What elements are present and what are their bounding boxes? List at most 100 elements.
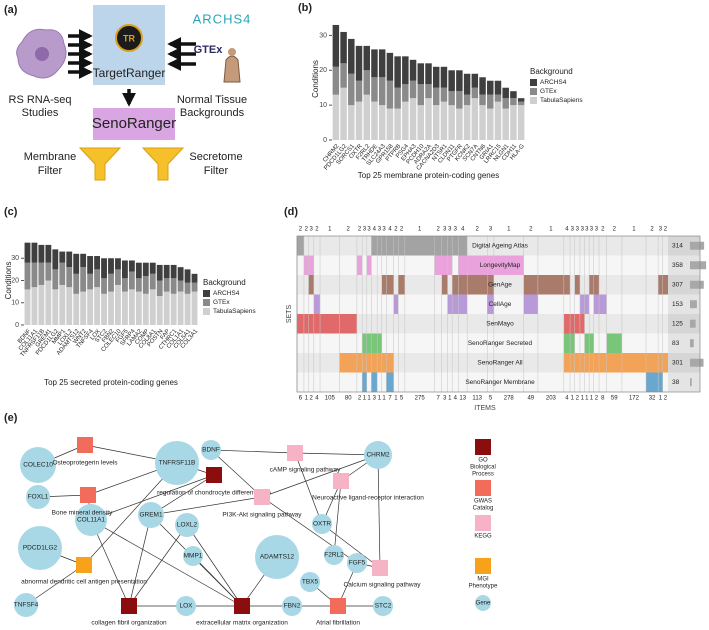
bar-segment [184, 293, 191, 325]
size-cell [668, 353, 700, 373]
y-axis-label: SETS [286, 305, 293, 324]
degree-label: 3 [382, 227, 386, 233]
membership-cell [579, 294, 585, 314]
bar-segment [517, 98, 525, 102]
membership-cell [452, 236, 459, 256]
y-tick-label: 20 [11, 277, 19, 284]
y-axis-label: Conditions [311, 60, 320, 98]
degree-label: 3 [595, 227, 599, 233]
y-tick-label: 20 [319, 67, 327, 74]
membership-cell [537, 275, 564, 295]
node-label: Neuroactive ligand-receptor interaction [312, 495, 424, 502]
membership-cell [441, 236, 448, 256]
items-label: 2 [310, 396, 314, 402]
node-label: ADAMTS12 [260, 554, 295, 561]
term-node [330, 598, 346, 614]
bar-segment [31, 262, 38, 288]
legend-label: Phenotype [469, 584, 498, 590]
membership-cell [377, 333, 382, 353]
membership-cell [570, 333, 575, 353]
bar-segment [149, 262, 156, 274]
membership-cell [366, 255, 372, 275]
degree-label: 2 [299, 227, 303, 233]
membership-cell [404, 236, 435, 256]
set-name: SenoRanger Secreted [468, 340, 533, 347]
set-name: Digital Ageing Atlas [472, 242, 528, 249]
bar-segment [363, 70, 370, 95]
logo-text: TR [123, 33, 135, 43]
bar-segment [394, 87, 401, 109]
gene-node [138, 502, 164, 528]
legend-label: TabulaSapiens [213, 308, 256, 315]
membership-cell [523, 294, 538, 314]
membership-cell [589, 353, 594, 373]
degree-label: 4 [565, 227, 569, 233]
node-label: PI3K-Akt signaling pathway [222, 512, 302, 519]
gene-node [373, 596, 393, 616]
degree-label: 1 [632, 227, 636, 233]
membership-cell [563, 275, 571, 295]
bar-segment [340, 63, 347, 88]
node-label: COL11A1 [77, 517, 105, 524]
bar-segment [340, 31, 347, 64]
items-label: 172 [629, 396, 640, 402]
bar-segment [38, 244, 45, 263]
bar-segment [31, 287, 38, 325]
gene-node [18, 526, 62, 570]
bar-segment [417, 105, 425, 140]
items-label: 1 [659, 396, 663, 402]
gene-node [155, 441, 199, 485]
bar-segment [371, 101, 378, 140]
membership-cell [599, 294, 607, 314]
legend-title: Background [530, 67, 573, 76]
edge [377, 454, 381, 569]
membership-cell [487, 275, 494, 295]
membership-cell [658, 372, 663, 392]
bar-segment [191, 291, 198, 325]
bar-segment [402, 84, 409, 102]
bar-segment [510, 91, 517, 99]
bar-segment [24, 242, 31, 263]
items-label: 1 [378, 396, 382, 402]
set-size-bar [690, 378, 692, 387]
membership-cell [452, 275, 459, 295]
node-label: COLEC10 [23, 462, 53, 469]
bar-segment [386, 108, 394, 140]
bar-segment [108, 258, 114, 274]
gene-node [201, 440, 221, 460]
bar-segment [177, 291, 184, 325]
bar-segment [73, 253, 80, 274]
degree-label: 3 [454, 227, 458, 233]
gene-node [183, 546, 203, 566]
term-node [80, 487, 96, 503]
node-label: BDNF [202, 447, 220, 454]
membership-cell [452, 294, 459, 314]
membership-cell [584, 333, 590, 353]
legend-label: Catalog [473, 506, 494, 512]
bar-segment [479, 94, 486, 106]
node-label: TNFSF4 [14, 602, 39, 609]
membership-cell [398, 275, 405, 295]
bar-segment [73, 273, 80, 294]
bar-segment [80, 267, 87, 292]
node-label: Osteoprotegerin levels [52, 460, 118, 467]
bar-segment [31, 242, 38, 263]
membership-cell [658, 353, 663, 373]
edge [210, 449, 263, 498]
bar-segment [101, 258, 107, 279]
node-label: Atrial fibrillation [316, 620, 360, 627]
membership-cell [386, 236, 394, 256]
degree-label: 4 [388, 227, 392, 233]
bar-segment [487, 108, 494, 140]
legend-label: GWAS [474, 499, 492, 505]
bar-segment [170, 264, 177, 279]
membership-cell [458, 275, 468, 295]
bar-segment [94, 287, 101, 325]
bar-segment [38, 284, 45, 325]
membership-cell [584, 353, 590, 373]
size-cell [668, 314, 700, 334]
membership-cell [393, 236, 399, 256]
set-size-label: 358 [672, 262, 683, 269]
membership-cell [447, 255, 453, 275]
membrane-filter-label: Membrane [24, 151, 77, 163]
